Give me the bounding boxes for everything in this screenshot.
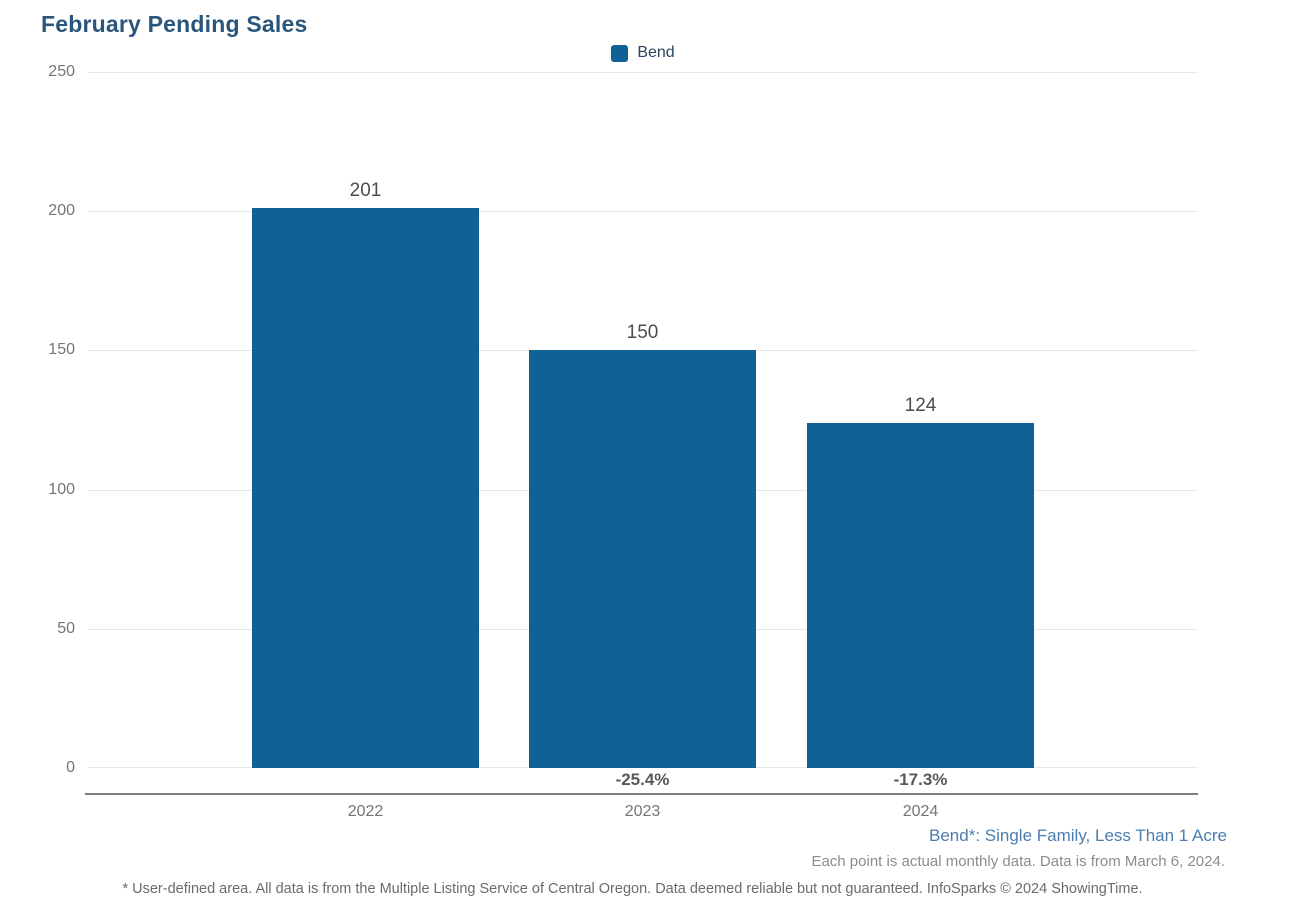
bar-group-2023: 150 [529,72,756,768]
legend-item-bend[interactable]: Bend [611,44,675,62]
pct-change-label-2024: -17.3% [893,770,948,789]
bar-value-label: 201 [349,180,382,202]
gridline-250 [88,72,1198,73]
plot-area: 201 150 124 [88,72,1198,768]
y-axis-tick-100: 100 [48,481,75,498]
bar-value-label: 150 [626,322,659,344]
x-axis-label-2023: 2023 [624,803,661,820]
chart-title: February Pending Sales [41,11,308,37]
x-axis-label-2022: 2022 [347,803,384,820]
bar-2023 [529,350,756,768]
y-axis-tick-0: 0 [66,759,75,776]
legend-swatch-icon [611,44,629,62]
data-note-footnote: Each point is actual monthly data. Data … [811,853,1225,870]
series-definition-footnote: Bend*: Single Family, Less Than 1 Acre [929,826,1227,845]
bar-group-2024: 124 [807,72,1034,768]
y-axis-tick-150: 150 [48,341,75,358]
bar-value-label: 124 [904,394,937,416]
y-axis-tick-200: 200 [48,202,75,219]
y-axis-tick-250: 250 [48,63,75,80]
y-axis-tick-50: 50 [57,620,75,637]
gridline-200 [88,211,1198,212]
bar-2022 [252,208,479,768]
legend-label: Bend [637,44,675,61]
bar-2024 [807,422,1034,768]
x-axis-line [85,793,1198,795]
disclaimer-footer: * User-defined area. All data is from th… [122,881,1143,897]
bar-group-2022: 201 [252,72,479,768]
pct-change-label-2023: -25.4% [615,770,670,789]
legend: Bend [88,44,1198,62]
x-axis-label-2024: 2024 [902,803,939,820]
